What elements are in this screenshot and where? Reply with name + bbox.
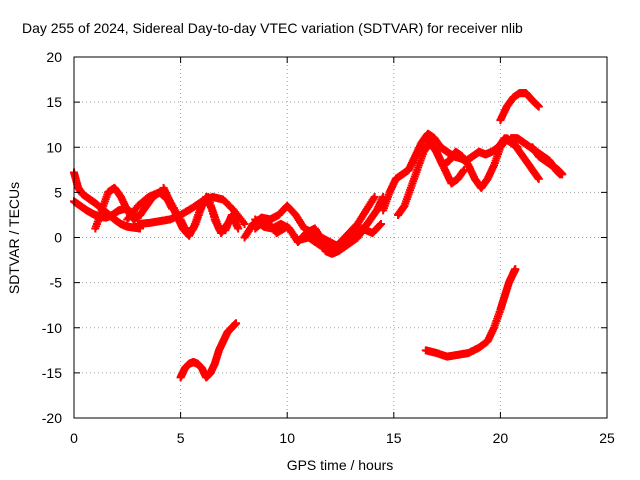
y-tick-label: 15 xyxy=(46,94,62,110)
series-arc-6 xyxy=(159,183,238,240)
x-tick-label: 0 xyxy=(70,430,78,446)
data-point xyxy=(534,174,543,183)
data-point xyxy=(558,170,567,179)
y-tick-label: -20 xyxy=(42,410,62,426)
x-tick-label: 5 xyxy=(177,430,185,446)
data-point xyxy=(232,319,241,328)
series-arc-16 xyxy=(496,89,543,125)
data-point xyxy=(240,219,249,228)
series-arc-13 xyxy=(421,134,469,188)
data-point xyxy=(229,210,238,219)
data-points xyxy=(70,89,567,382)
series-arc-17 xyxy=(176,319,241,382)
x-tick-label: 20 xyxy=(493,430,509,446)
series-arc-10 xyxy=(315,192,388,258)
y-tick-label: -10 xyxy=(42,320,62,336)
data-point xyxy=(234,224,243,233)
y-tick-label: 0 xyxy=(54,230,62,246)
x-tick-label: 25 xyxy=(599,430,615,446)
series-arc-12 xyxy=(394,134,543,219)
x-axis-label: GPS time / hours xyxy=(287,457,394,473)
y-tick-labels: -20 -15 -10 -5 0 5 10 15 20 xyxy=(42,49,62,426)
y-tick-label: -15 xyxy=(42,365,62,381)
series-arc-1 xyxy=(70,168,145,233)
grid-lines xyxy=(74,57,607,418)
y-tick-label: -5 xyxy=(50,275,63,291)
data-point xyxy=(377,219,386,228)
data-point xyxy=(534,102,543,111)
y-axis-label: SDTVAR / TECUs xyxy=(6,182,22,294)
x-tick-label: 10 xyxy=(279,430,295,446)
x-tick-label: 15 xyxy=(386,430,402,446)
y-tick-label: 20 xyxy=(46,49,62,65)
data-point xyxy=(511,265,520,274)
plot-frame xyxy=(73,56,608,419)
x-tick-labels: 0 5 10 15 20 25 xyxy=(70,430,615,446)
y-tick-label: 5 xyxy=(54,184,62,200)
series-arc-18 xyxy=(421,265,520,361)
data-point xyxy=(370,192,379,201)
data-point xyxy=(460,165,469,174)
y-tick-label: 10 xyxy=(46,139,62,155)
chart-title: Day 255 of 2024, Sidereal Day-to-day VTE… xyxy=(22,20,523,36)
axis-ticks xyxy=(73,56,608,419)
series-arc-15 xyxy=(528,143,567,179)
